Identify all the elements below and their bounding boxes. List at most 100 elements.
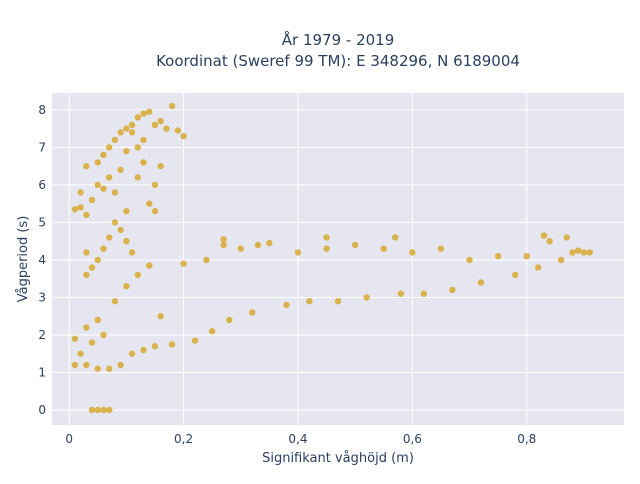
- scatter-point: [563, 234, 570, 241]
- scatter-point: [146, 108, 153, 115]
- scatter-point: [437, 245, 445, 252]
- scatter-point: [117, 129, 124, 136]
- scatter-point: [208, 328, 216, 335]
- scatter-point: [100, 245, 107, 252]
- scatter-point: [140, 136, 147, 144]
- scatter-point: [123, 207, 130, 215]
- scatter-point: [117, 361, 124, 369]
- x-tick-label: 0,4: [288, 432, 307, 446]
- scatter-point: [546, 237, 553, 245]
- scatter-point: [466, 256, 473, 264]
- chart-title-line1: År 1979 - 2019: [282, 30, 395, 49]
- scatter-point: [540, 232, 548, 239]
- scatter-point: [128, 350, 136, 357]
- scatter-point: [575, 247, 582, 254]
- scatter-point: [134, 174, 141, 181]
- tick-labels: 0 0,2 0,4 0,6 0,8 0 1 2 3 4 5 6 7 8: [38, 103, 536, 446]
- scatter-point: [123, 147, 130, 155]
- scatter-point: [151, 121, 159, 129]
- scatter-point: [380, 245, 387, 252]
- y-tick-label: 8: [38, 103, 46, 117]
- x-tick-label: 0,6: [403, 432, 422, 446]
- scatter-point: [83, 211, 90, 219]
- y-tick-label: 2: [38, 328, 46, 342]
- scatter-point: [111, 298, 119, 305]
- scatter-point: [123, 237, 130, 245]
- scatter-point: [226, 316, 233, 324]
- scatter-point: [220, 236, 227, 243]
- scatter-point: [494, 252, 502, 260]
- scatter-point: [106, 406, 113, 414]
- scatter-point: [323, 234, 330, 241]
- scatter-point: [100, 151, 107, 159]
- y-tick-label: 3: [38, 290, 46, 304]
- scatter-point: [123, 125, 130, 132]
- scatter-point: [128, 249, 136, 256]
- scatter-point: [266, 239, 273, 247]
- scatter-point: [83, 361, 90, 369]
- scatter-point: [117, 166, 124, 174]
- data-points: [71, 102, 593, 414]
- scatter-point: [77, 350, 84, 357]
- scatter-point: [94, 159, 101, 166]
- scatter-point: [71, 335, 79, 342]
- scatter-point: [77, 189, 84, 196]
- scatter-point: [94, 406, 101, 414]
- scatter-point: [168, 341, 176, 348]
- chart-title-line2: Koordinat (Sweref 99 TM): E 348296, N 61…: [156, 52, 520, 70]
- y-tick-label: 6: [38, 178, 46, 192]
- scatter-point: [409, 249, 416, 256]
- scatter-point: [100, 406, 107, 414]
- y-tick-label: 0: [38, 403, 46, 417]
- y-tick-label: 4: [38, 253, 46, 267]
- scatter-point: [94, 181, 101, 189]
- scatter-point: [83, 249, 90, 256]
- scatter-point: [94, 256, 101, 264]
- scatter-point: [477, 279, 485, 286]
- scatter-point: [157, 117, 164, 125]
- x-tick-label: 0,2: [174, 432, 193, 446]
- scatter-point: [151, 181, 159, 189]
- scatter-point: [180, 132, 187, 140]
- scatter-point: [323, 245, 330, 252]
- scatter-point: [351, 241, 359, 249]
- x-axis-label: Signifikant våghöjd (m): [262, 451, 414, 466]
- scatter-point: [83, 162, 90, 170]
- scatter-point: [140, 159, 147, 166]
- scatter-point: [83, 271, 90, 279]
- scatter-point: [203, 256, 210, 264]
- scatter-point: [168, 102, 176, 110]
- scatter-point: [134, 271, 141, 279]
- scatter-point: [106, 174, 113, 181]
- scatter-point: [151, 343, 159, 350]
- scatter-point: [88, 196, 96, 204]
- scatter-point: [523, 252, 530, 260]
- scatter-point: [191, 337, 199, 344]
- scatter-point: [134, 114, 141, 121]
- y-tick-label: 5: [38, 215, 46, 229]
- scatter-point: [128, 121, 136, 129]
- scatter-point: [106, 144, 113, 151]
- scatter-point: [111, 136, 119, 144]
- scatter-point: [557, 256, 565, 264]
- y-tick-label: 1: [38, 365, 46, 379]
- scatter-point: [363, 294, 370, 301]
- scatter-point: [157, 313, 164, 320]
- scatter-point: [88, 406, 96, 414]
- scatter-point: [88, 339, 96, 346]
- scatter-point: [140, 346, 147, 354]
- scatter-point: [392, 234, 399, 241]
- scatter-point: [151, 207, 159, 215]
- scatter-point: [174, 127, 182, 134]
- scatter-point: [512, 271, 519, 279]
- scatter-point: [146, 262, 153, 269]
- x-tick-label: 0,8: [517, 432, 536, 446]
- scatter-point: [420, 290, 427, 297]
- scatter-point: [77, 204, 84, 211]
- scatter-point: [83, 324, 90, 331]
- scatter-point: [580, 249, 588, 256]
- scatter-point: [140, 110, 147, 117]
- scatter-point: [94, 365, 101, 372]
- scatter-point: [334, 298, 342, 305]
